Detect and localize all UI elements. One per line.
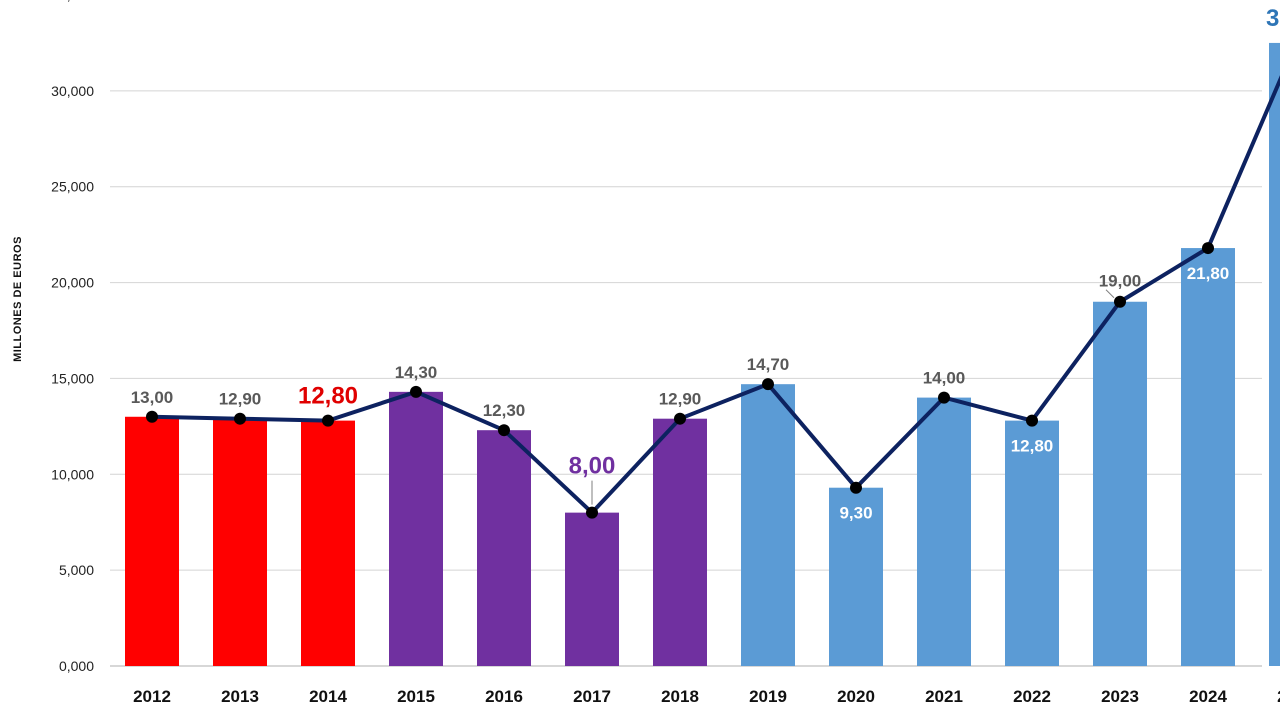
bar — [477, 430, 531, 666]
data-point — [938, 391, 950, 404]
y-tick-label: 10,000 — [51, 466, 94, 482]
data-label: 9,30 — [839, 504, 872, 523]
x-tick-label: 2024 — [1189, 687, 1227, 706]
bar — [301, 420, 355, 666]
data-point — [1114, 295, 1126, 308]
data-label: 8,00 — [569, 453, 616, 480]
data-label: 32,50 — [1266, 5, 1280, 32]
bar — [1181, 248, 1235, 666]
y-tick-label: 5,000 — [59, 562, 94, 578]
bar — [125, 416, 179, 666]
data-point — [1026, 414, 1038, 427]
y-tick-label: 0,000 — [59, 658, 94, 674]
data-point — [586, 506, 598, 519]
y-axis-ticks: 0,000 5,000 10,000 15,000 20,000 25,000 30,000… — [51, 0, 94, 674]
data-label: 12,90 — [219, 390, 262, 409]
x-tick-label: 2022 — [1013, 687, 1051, 706]
y-axis-label: MILLONES DE EUROS — [12, 236, 24, 362]
x-tick-label: 2025 — [1277, 687, 1280, 706]
bar — [653, 418, 707, 666]
bar — [741, 384, 795, 666]
x-tick-label: 2014 — [309, 687, 347, 706]
x-tick-label: 2021 — [925, 687, 963, 706]
x-tick-label: 2019 — [749, 687, 787, 706]
bar — [213, 418, 267, 666]
bar — [1005, 420, 1059, 666]
x-tick-label: 2017 — [573, 687, 611, 706]
data-label: 14,30 — [395, 363, 438, 382]
data-point — [762, 378, 774, 391]
data-point — [1202, 242, 1214, 255]
y-tick-label: 35,000 — [51, 0, 94, 3]
data-point — [234, 412, 246, 425]
data-label: 12,30 — [483, 401, 526, 420]
bar — [829, 487, 883, 666]
x-tick-label: 2013 — [221, 687, 259, 706]
leader-line — [1105, 289, 1115, 299]
y-tick-label: 20,000 — [51, 275, 94, 291]
x-tick-label: 2023 — [1101, 687, 1139, 706]
data-label: 19,00 — [1099, 272, 1142, 291]
data-point — [410, 385, 422, 398]
y-tick-label: 15,000 — [51, 370, 94, 386]
x-tick-label: 2016 — [485, 687, 523, 706]
x-tick-label: 2015 — [397, 687, 435, 706]
data-label: 21,80 — [1187, 264, 1230, 283]
bar — [565, 512, 619, 666]
bar — [917, 397, 971, 666]
data-label: 12,90 — [659, 390, 702, 409]
x-tick-label: 2018 — [661, 687, 699, 706]
trend-line-group — [146, 75, 1280, 519]
data-point — [674, 412, 686, 425]
y-tick-label: 30,000 — [51, 83, 94, 99]
x-tick-label: 2012 — [133, 687, 171, 706]
bar — [1269, 42, 1280, 666]
data-labels: 13,00 12,90 12,80 14,30 12,30 8,00 12,90 14,70 9… — [131, 5, 1280, 523]
bars — [125, 42, 1280, 666]
data-label: 14,70 — [747, 355, 790, 374]
data-point — [498, 424, 510, 437]
x-tick-label: 2020 — [837, 687, 875, 706]
data-label: 12,80 — [1011, 437, 1054, 456]
data-point — [322, 414, 334, 427]
data-label: 13,00 — [131, 388, 174, 407]
trend-line — [151, 75, 1280, 515]
bar — [389, 391, 443, 666]
data-point — [146, 410, 158, 423]
y-tick-label: 25,000 — [51, 179, 94, 195]
data-label: 12,80 — [298, 383, 358, 410]
data-label: 14,00 — [923, 369, 966, 388]
bar — [1093, 301, 1147, 666]
x-axis-ticks: 2012 2013 2014 2015 2016 2017 2018 2019 2020 2021… — [133, 687, 1280, 706]
data-point — [850, 481, 862, 494]
